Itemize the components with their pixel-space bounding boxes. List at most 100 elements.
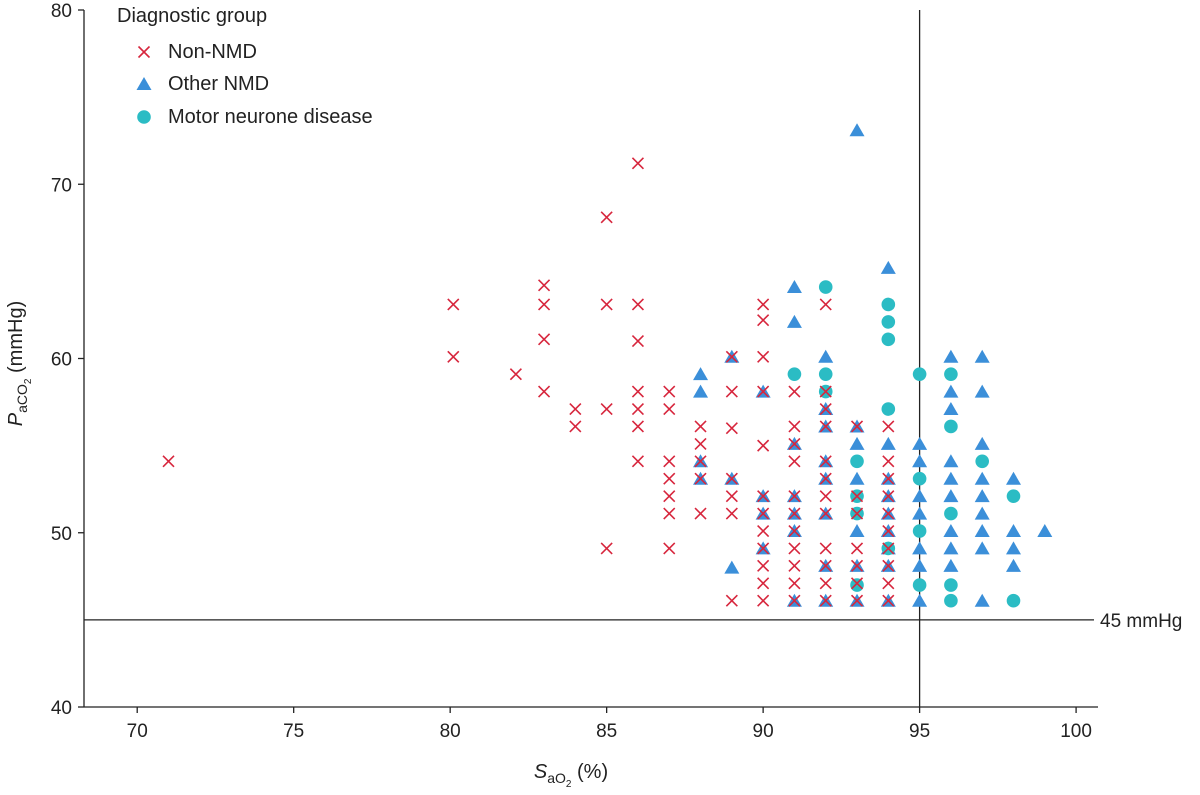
x-tick-label: 100 (1060, 721, 1092, 742)
data-point (882, 472, 895, 485)
data-point (569, 402, 582, 416)
y-axis-title-sub2: 2 (23, 378, 34, 384)
data-point (725, 472, 738, 485)
data-point (850, 454, 864, 469)
data-point (1006, 524, 1021, 538)
data-point (509, 368, 522, 381)
data-point (912, 506, 928, 520)
y-tick-label: 60 (51, 350, 72, 371)
data-point (663, 385, 676, 398)
data-point (1006, 593, 1021, 608)
data-point (943, 524, 959, 538)
data-point (787, 367, 802, 381)
data-point (693, 384, 709, 398)
y-tick-label: 50 (51, 524, 72, 545)
data-point (631, 385, 645, 398)
x-tick-label: 90 (753, 721, 774, 742)
data-point (912, 436, 928, 450)
data-point (819, 542, 832, 555)
data-point (447, 298, 460, 311)
data-point (600, 298, 613, 311)
data-point (819, 507, 832, 520)
data-point (974, 541, 990, 555)
y-axis-title-sub: aCO (14, 384, 30, 413)
data-point (694, 472, 707, 485)
data-point (725, 507, 738, 520)
data-point (881, 297, 896, 312)
legend-marker (137, 45, 151, 59)
data-point (850, 559, 864, 572)
y-tick-label: 80 (51, 1, 72, 22)
data-point (943, 349, 959, 363)
x-tick-label: 85 (596, 721, 617, 742)
x-tick-label: 75 (283, 721, 304, 742)
data-point (788, 524, 801, 538)
data-point (1006, 558, 1021, 572)
data-point (944, 578, 958, 592)
data-point (850, 420, 864, 433)
data-point (912, 524, 927, 538)
data-point (912, 367, 927, 381)
data-point (974, 524, 990, 538)
data-point (788, 385, 801, 398)
data-point (849, 471, 865, 485)
data-point (788, 559, 801, 572)
data-point (725, 422, 738, 435)
legend-marker (136, 77, 152, 90)
legend-label-non-nmd: Non-NMD (168, 41, 257, 63)
data-point (850, 507, 864, 520)
data-point (600, 542, 613, 555)
data-point (943, 541, 959, 555)
data-point (694, 507, 707, 520)
data-point (943, 384, 959, 398)
data-point (974, 436, 990, 450)
data-point (631, 335, 645, 348)
data-point (631, 157, 645, 170)
data-point (757, 298, 770, 311)
data-point (757, 314, 770, 327)
y-axis-title-unit: (mmHg) (5, 301, 27, 379)
data-point (537, 385, 551, 398)
legend-x-marker-icon (137, 45, 151, 59)
data-point (880, 436, 896, 450)
legend-triangle-marker-icon (136, 77, 152, 90)
data-point (944, 506, 958, 521)
data-point (912, 541, 928, 555)
data-point (757, 559, 770, 572)
data-point (974, 349, 990, 363)
data-point (943, 402, 959, 416)
series-other-nmd (693, 123, 1053, 607)
data-point (882, 455, 895, 468)
data-point (694, 437, 707, 450)
data-point (724, 560, 740, 574)
series-non-nmd (162, 157, 895, 607)
x-tick-label: 80 (440, 721, 461, 742)
data-point (850, 578, 864, 592)
data-point (974, 489, 990, 503)
data-point (1006, 489, 1021, 503)
data-point (757, 350, 770, 363)
data-point (819, 420, 832, 433)
data-point (788, 437, 801, 450)
legend-title: Diagnostic group (117, 5, 267, 27)
legend-circle-marker-icon (137, 110, 151, 124)
data-point (725, 490, 738, 503)
data-point (818, 280, 833, 294)
data-point (537, 279, 551, 292)
data-point (943, 558, 959, 572)
data-point (788, 577, 801, 590)
data-point (786, 314, 802, 328)
data-point (881, 332, 896, 347)
data-point (600, 402, 613, 416)
data-point (881, 315, 896, 329)
data-point (912, 454, 928, 468)
data-point (850, 594, 864, 607)
data-point (693, 367, 709, 381)
data-point (631, 298, 645, 311)
x-axis-title-unit: (%) (571, 761, 608, 783)
data-point (757, 524, 770, 538)
data-point (788, 455, 801, 468)
data-point (757, 490, 770, 503)
data-point (882, 420, 895, 433)
